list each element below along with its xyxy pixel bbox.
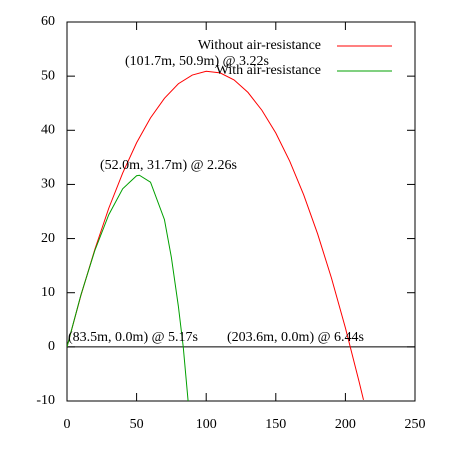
series-line	[67, 70, 364, 401]
y-tick-label: -10	[36, 393, 55, 408]
x-tick-label: 200	[335, 417, 356, 432]
legend-label: With air-resistance	[216, 63, 321, 78]
plot-border	[66, 21, 416, 402]
y-tick-label: 10	[41, 285, 55, 300]
y-tick-label: 30	[41, 177, 55, 192]
x-tick-label: 50	[130, 417, 144, 432]
x-tick-label: 150	[265, 417, 286, 432]
y-tick-label: 40	[41, 123, 55, 138]
annotation: (101.7m, 50.9m) @ 3.22s	[125, 54, 269, 69]
series-line	[67, 174, 189, 401]
y-tick-label: 60	[41, 14, 55, 29]
y-tick-label: 20	[41, 231, 55, 246]
x-tick-label: 250	[405, 417, 426, 432]
y-tick-label: 0	[48, 339, 55, 354]
x-tick-label: 0	[64, 417, 71, 432]
x-tick-label: 100	[196, 417, 217, 432]
annotation: (203.6m, 0.0m) @ 6.44s	[227, 330, 364, 345]
annotation: (83.5m, 0.0m) @ 5.17s	[68, 330, 198, 345]
annotation: (52.0m, 31.7m) @ 2.26s	[100, 158, 237, 173]
y-tick-label: 50	[41, 68, 55, 83]
legend-label: Without air-resistance	[198, 38, 321, 53]
